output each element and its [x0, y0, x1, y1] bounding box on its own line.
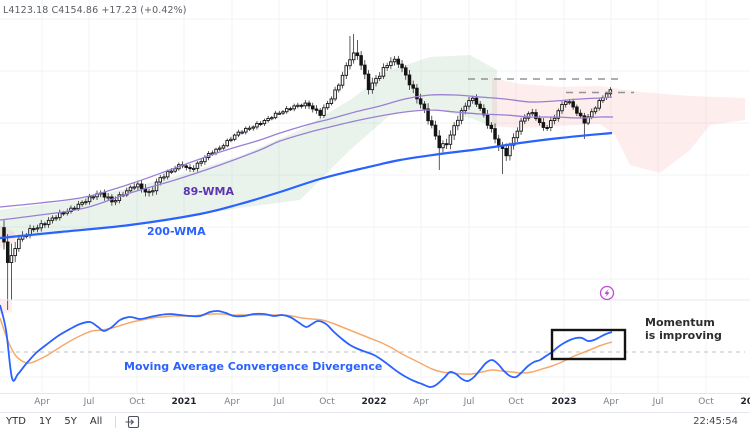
- bearish-cloud-left: [0, 298, 12, 314]
- range-button-5y[interactable]: 5Y: [64, 416, 77, 427]
- axis-tick-oct: Oct: [508, 397, 524, 407]
- chart-canvas[interactable]: [0, 0, 750, 393]
- axis-tick-apr: Apr: [413, 397, 429, 407]
- macd-indicator-label[interactable]: Moving Average Convergence Divergence: [124, 360, 383, 373]
- axis-tick-2022: 2022: [361, 397, 387, 407]
- axis-tick-jul: Jul: [273, 397, 285, 407]
- momentum-annotation[interactable]: Momentum is improving: [645, 316, 722, 342]
- axis-tick-jul: Jul: [652, 397, 664, 407]
- gridlines: [0, 0, 750, 393]
- axis-tick-2024: 2024: [740, 397, 750, 407]
- macd-line[interactable]: [0, 304, 613, 388]
- axis-tick-2021: 2021: [171, 397, 197, 407]
- momentum-highlight-box[interactable]: [550, 328, 627, 361]
- wma89-label[interactable]: 89-WMA: [183, 185, 234, 198]
- wma200-label[interactable]: 200-WMA: [147, 225, 206, 238]
- wma-89-upper-line[interactable]: [0, 93, 613, 208]
- bullish-cloud: [0, 55, 497, 240]
- wma-200-line[interactable]: [0, 131, 613, 240]
- lightning-icon[interactable]: [599, 285, 615, 301]
- ohlc-legend: L4123.18 C4154.86 +17.23 (+0.42%): [3, 5, 187, 16]
- clock[interactable]: 22:45:54: [693, 416, 738, 427]
- range-button-1y[interactable]: 1Y: [38, 416, 52, 427]
- axis-tick-oct: Oct: [319, 397, 335, 407]
- bearish-cloud: [492, 78, 745, 173]
- axis-tick-apr: Apr: [603, 397, 619, 407]
- axis-tick-oct: Oct: [698, 397, 714, 407]
- axis-tick-apr: Apr: [34, 397, 50, 407]
- axis-tick-jul: Jul: [83, 397, 95, 407]
- axis-tick-oct: Oct: [129, 397, 145, 407]
- toolbar-divider: [115, 415, 117, 428]
- range-button-all[interactable]: All: [89, 416, 103, 427]
- momentum-annotation-line2: is improving: [645, 328, 722, 342]
- axis-tick-2023: 2023: [551, 397, 577, 407]
- wma-89-lower-line[interactable]: [0, 109, 614, 221]
- range-button-ytd[interactable]: YTD: [6, 416, 26, 427]
- axis-tick-jul: Jul: [463, 397, 475, 407]
- go-to-date-icon[interactable]: [125, 415, 140, 429]
- axis-tick-apr: Apr: [224, 397, 240, 407]
- candlestick-series[interactable]: [2, 34, 613, 310]
- bottom-toolbar: YTD 1Y 5Y All: [0, 412, 750, 430]
- momentum-annotation-line1: Momentum: [645, 316, 715, 329]
- time-axis[interactable]: Apr Jul Oct 2021 Apr Jul Oct 2022 Apr Jul Oct 2023 A…: [0, 393, 750, 412]
- macd-signal-line[interactable]: [0, 313, 613, 375]
